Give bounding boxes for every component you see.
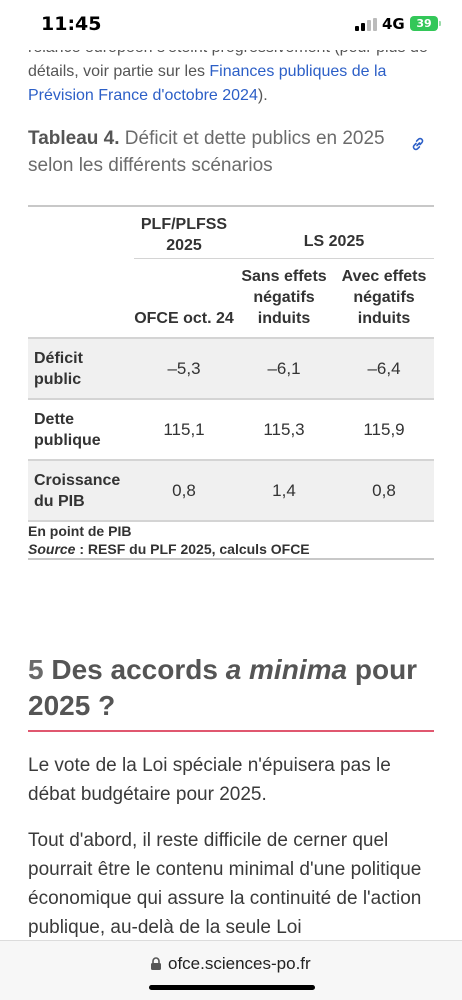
header-avec-effets: Avec effets négatifs induits — [341, 268, 427, 327]
section-heading: 5 Des accords a minima pour 2025 ? — [28, 652, 438, 724]
cell-value: 115,9 — [334, 398, 434, 460]
table-row: Déficit public –5,3 –6,1 –6,4 — [28, 337, 434, 399]
section-title-italic: a minima — [225, 654, 348, 685]
table-caption: Tableau 4. Déficit et dette publics en 2… — [28, 125, 408, 179]
header-ls-2025: LS 2025 — [234, 205, 434, 259]
url-text[interactable]: ofce.sciences-po.fr — [168, 954, 311, 973]
battery-tip — [439, 21, 441, 26]
cell-value: 115,1 — [134, 398, 234, 460]
table-note-unit: En point de PIB — [28, 523, 132, 539]
section-divider — [28, 730, 434, 732]
cell-value: –6,1 — [234, 337, 334, 399]
table-note-source-label: Source — [28, 541, 76, 557]
body-paragraph: Le vote de la Loi spéciale n'épuisera pa… — [28, 755, 391, 805]
table-caption-text: Déficit et dette publics en 2025 selon l… — [28, 128, 385, 176]
section-title-b: pour 2025 ? — [28, 654, 418, 721]
previous-paragraph-tail: ). — [257, 87, 268, 104]
status-bar: 11:45 4G 39 — [0, 0, 462, 50]
cell-value: 1,4 — [234, 459, 334, 521]
section-number: 5 — [28, 654, 44, 685]
table-row: Dette publique 115,1 115,3 115,9 — [28, 398, 434, 460]
table-row: Croissance du PIB 0,8 1,4 0,8 — [28, 459, 434, 521]
finances-publiques-link[interactable]: Finances publiques de la Prévision Franc… — [28, 63, 387, 104]
row-label: Dette publique — [28, 398, 134, 460]
body-paragraph: Tout d'abord, il reste difficile de cern… — [28, 830, 422, 938]
cell-value: 0,8 — [134, 459, 234, 521]
cell-value: –5,3 — [134, 337, 234, 399]
table-header-row-1: PLF/PLFSS 2025 LS 2025 — [28, 205, 434, 259]
row-label: Déficit public — [28, 337, 134, 399]
table-caption-label: Tableau 4. — [28, 128, 120, 149]
header-ofce-oct: OFCE oct. 24 — [134, 310, 234, 327]
home-indicator[interactable] — [149, 985, 315, 990]
section-title-a: Des accords — [43, 654, 226, 685]
status-time: 11:45 — [41, 13, 102, 35]
table-note-source: Source : RESF du PLF 2025, calculs OFCE — [28, 540, 434, 558]
table-header-row-2: OFCE oct. 24 Sans effets négatifs induit… — [28, 258, 434, 338]
signal-icon — [355, 18, 377, 31]
battery-icon: 39 — [410, 16, 438, 31]
link-icon[interactable] — [410, 136, 426, 152]
address-bar[interactable]: ofce.sciences-po.fr — [0, 940, 462, 1000]
table-note-source-text: : RESF du PLF 2025, calculs OFCE — [75, 541, 310, 557]
cell-value: 115,3 — [234, 398, 334, 460]
deficit-debt-table: PLF/PLFSS 2025 LS 2025 OFCE oct. 24 Sans… — [28, 205, 434, 560]
header-sans-effets: Sans effets négatifs induits — [241, 268, 327, 327]
lock-icon — [151, 957, 161, 970]
table-note: En point de PIB Source : RESF du PLF 202… — [28, 520, 434, 560]
table-note-row: En point de PIB Source : RESF du PLF 202… — [28, 520, 434, 560]
network-label: 4G — [382, 15, 405, 33]
header-plf-plfss: PLF/PLFSS 2025 — [134, 205, 234, 259]
cell-value: 0,8 — [334, 459, 434, 521]
cell-value: –6,4 — [334, 337, 434, 399]
row-label: Croissance du PIB — [28, 459, 134, 521]
